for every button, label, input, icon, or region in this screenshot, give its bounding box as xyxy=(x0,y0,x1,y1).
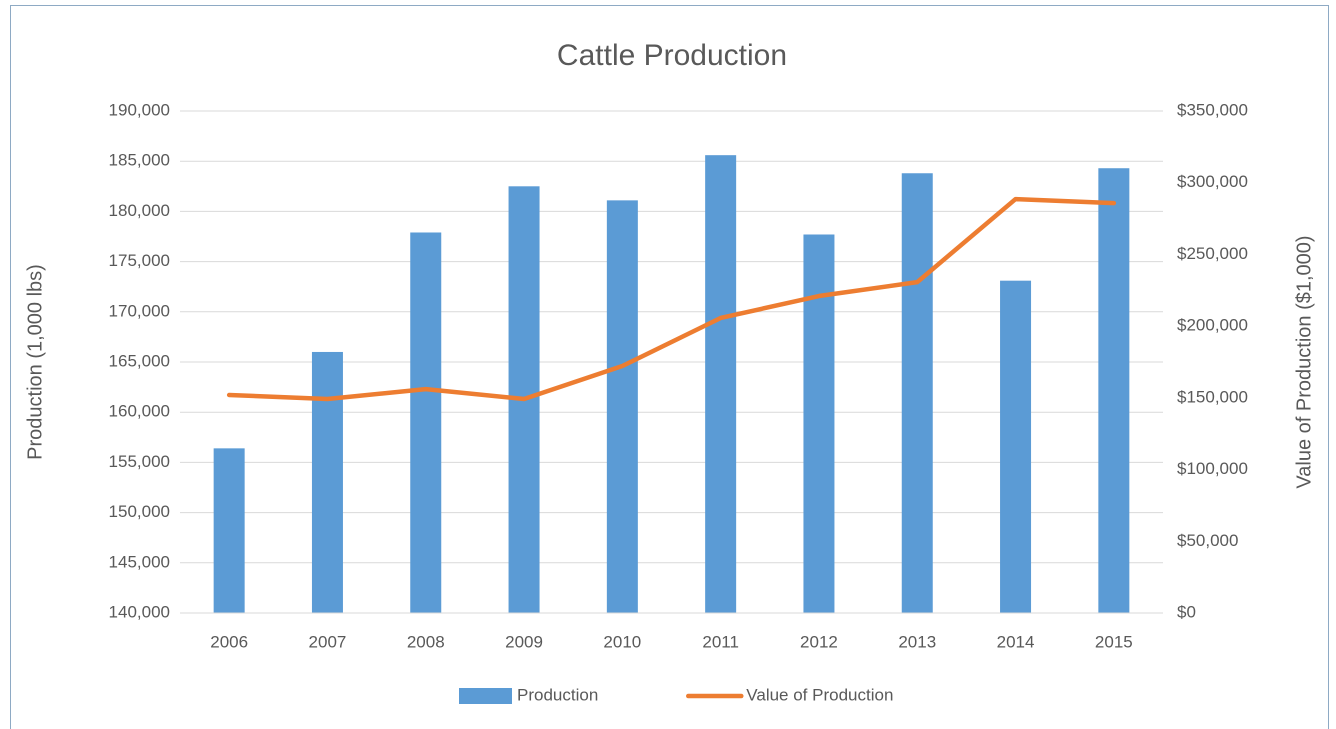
y2-tick-label: $200,000 xyxy=(1177,316,1248,335)
bar xyxy=(1000,280,1032,613)
y2-tick-label: $350,000 xyxy=(1177,100,1248,119)
x-tick-label: 2013 xyxy=(898,632,936,651)
legend-label: Value of Production xyxy=(746,685,893,704)
bar xyxy=(901,173,933,614)
chart-border xyxy=(10,5,1329,729)
x-tick-label: 2014 xyxy=(997,632,1035,651)
y2-tick-label: $250,000 xyxy=(1177,244,1248,263)
y-tick-label: 175,000 xyxy=(109,251,170,270)
y2-axis-title: Value of Production ($1,000) xyxy=(1293,235,1315,488)
y-axis-title: Production (1,000 lbs) xyxy=(24,264,46,460)
bar xyxy=(311,351,343,613)
y-tick-label: 180,000 xyxy=(109,201,170,220)
y-tick-label: 190,000 xyxy=(109,100,170,119)
y-tick-label: 160,000 xyxy=(109,402,170,421)
legend-swatch xyxy=(459,688,512,704)
line xyxy=(226,196,1117,402)
bar xyxy=(705,155,737,613)
y-tick-label: 185,000 xyxy=(109,151,170,170)
chart-title: Cattle Production xyxy=(557,39,787,72)
y-tick-label: 155,000 xyxy=(109,452,170,471)
x-tick-label: 2015 xyxy=(1095,632,1133,651)
y-tick-label: 170,000 xyxy=(109,301,170,320)
y2-tick-label: $150,000 xyxy=(1177,387,1248,406)
y-tick-label: 140,000 xyxy=(109,602,170,621)
x-tick-label: 2010 xyxy=(603,632,641,651)
y2-tick-label: $0 xyxy=(1177,602,1196,621)
bar xyxy=(213,448,245,613)
y-tick-label: 150,000 xyxy=(109,502,170,521)
bar xyxy=(803,234,835,613)
x-tick-label: 2007 xyxy=(309,632,347,651)
bar xyxy=(606,200,638,613)
x-tick-label: 2009 xyxy=(505,632,543,651)
y-tick-label: 145,000 xyxy=(109,552,170,571)
x-tick-label: 2012 xyxy=(800,632,838,651)
bar xyxy=(1098,168,1130,613)
x-tick-label: 2006 xyxy=(210,632,248,651)
y2-tick-label: $100,000 xyxy=(1177,459,1248,478)
y-tick-label: 165,000 xyxy=(109,351,170,370)
y2-tick-label: $50,000 xyxy=(1177,531,1238,550)
y2-tick-label: $300,000 xyxy=(1177,172,1248,191)
x-tick-label: 2011 xyxy=(702,632,739,651)
legend-label: Production xyxy=(517,685,598,704)
x-tick-label: 2008 xyxy=(407,632,445,651)
bar xyxy=(410,232,442,613)
